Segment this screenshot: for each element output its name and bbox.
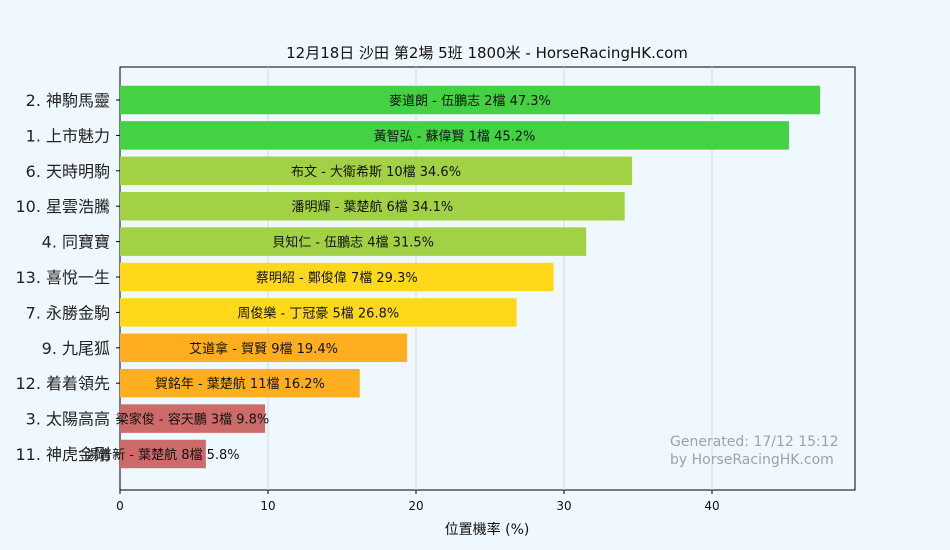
- bars: [120, 85, 821, 469]
- category-label: 13. 喜悅一生: [15, 268, 110, 287]
- category-label: 1. 上市魅力: [26, 126, 110, 145]
- category-label: 11. 神虎金剛: [15, 445, 110, 464]
- bar-label: 梁家俊 - 容天鵬 3檔 9.8%: [116, 412, 270, 428]
- x-tick-label: 30: [556, 499, 571, 513]
- chart-title: 12月18日 沙田 第2場 5班 1800米 - HorseRacingHK.c…: [286, 44, 688, 62]
- bar-label: 艾道拿 - 賀賢 9檔 19.4%: [189, 341, 338, 357]
- category-label: 3. 太陽高高: [26, 410, 110, 429]
- bar-label: 潘明輝 - 葉楚航 6檔 34.1%: [291, 199, 453, 215]
- x-axis-label: 位置機率 (%): [445, 521, 530, 538]
- bar: [120, 298, 517, 327]
- bar: [120, 191, 625, 221]
- bar: [120, 262, 554, 292]
- bar: [120, 156, 633, 186]
- bar-label: 蔡明紹 - 鄭俊偉 7檔 29.3%: [256, 271, 418, 286]
- category-label: 4. 同寶寶: [42, 233, 110, 252]
- watermark-line-1: Generated: 17/12 15:12: [670, 434, 839, 450]
- bar-label: 黃智弘 - 蘇偉賢 1檔 45.2%: [374, 129, 536, 144]
- category-label: 10. 星雲浩騰: [15, 197, 110, 216]
- x-ticks: 0 10 20 30 40: [116, 490, 720, 513]
- category-label: 12. 着着領先: [15, 374, 110, 393]
- bar-label: 布文 - 大衛希斯 10檔 34.6%: [291, 165, 461, 180]
- bar-label: 貝知仁 - 伍鵬志 4檔 31.5%: [272, 235, 434, 251]
- x-tick-label: 40: [704, 499, 719, 513]
- bar-label: 周俊樂 - 丁冠豪 5檔 26.8%: [237, 305, 399, 321]
- category-label: 2. 神駒馬靈: [26, 91, 110, 110]
- x-tick-label: 20: [408, 499, 423, 513]
- bar: [120, 227, 587, 256]
- bar-label: 賀銘年 - 葉楚航 11檔 16.2%: [155, 376, 325, 392]
- bar: [120, 439, 206, 469]
- bar: [120, 404, 266, 433]
- category-label: 6. 天時明駒: [26, 162, 110, 181]
- bar: [120, 85, 821, 115]
- category-label: 9. 九尾狐: [42, 339, 110, 358]
- bar-label: 湯普新 - 葉楚航 8檔 5.8%: [86, 447, 240, 463]
- bar-label: 麥道朗 - 伍鵬志 2檔 47.3%: [389, 93, 551, 109]
- category-labels: 2. 神駒馬靈 1. 上市魅力 6. 天時明駒 10. 星雲浩騰 4. 同寶寶 13. 喜…: [15, 91, 120, 464]
- bar: [120, 121, 789, 150]
- bar-labels: 麥道朗 - 伍鵬志 2檔 47.3% 黃智弘 - 蘇偉賢 1檔 45.2% 布文 -…: [86, 93, 551, 463]
- category-label: 7. 永勝金駒: [26, 303, 110, 322]
- x-tick-label: 10: [260, 499, 275, 513]
- watermark-line-2: by HorseRacingHK.com: [670, 452, 834, 468]
- bar: [120, 368, 360, 398]
- x-tick-label: 0: [116, 499, 124, 513]
- bar: [120, 333, 408, 363]
